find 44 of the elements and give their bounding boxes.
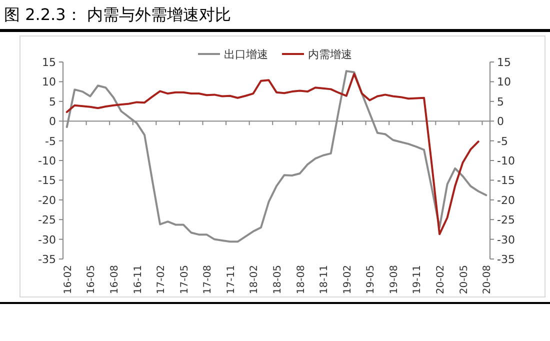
y2-tick-label: 10 — [497, 76, 511, 89]
x-tick-label: 17-05 — [179, 265, 190, 294]
x-tick-label: 18-02 — [249, 265, 260, 294]
legend-label: 内需增速 — [308, 48, 352, 61]
x-tick-label: 18-08 — [296, 265, 307, 294]
y2-tick-label: 15 — [497, 56, 511, 69]
y2-tick-label: -15 — [497, 174, 515, 188]
y-tick-label: 15 — [42, 56, 56, 69]
y-tick-label: -5 — [45, 134, 56, 148]
y2-tick-label: 0 — [497, 115, 504, 128]
x-tick-label: 18-11 — [319, 265, 330, 294]
y-tick-label: -20 — [38, 194, 56, 207]
x-tick-label: 19-08 — [388, 265, 400, 294]
x-tick-label: 19-05 — [366, 265, 377, 294]
x-tick-label: 20-05 — [458, 265, 470, 294]
y-tick-label: 10 — [42, 76, 56, 89]
y2-tick-label: -35 — [497, 253, 515, 266]
x-tick-label: 17-11 — [226, 265, 237, 294]
x-tick-label: 16-02 — [62, 265, 74, 294]
y2-tick-label: 5 — [497, 95, 504, 108]
x-tick-label: 16-11 — [132, 265, 144, 294]
y-tick-label: -10 — [38, 154, 56, 168]
x-tick-label: 18-05 — [272, 265, 284, 294]
x-tick-label: 19-02 — [342, 265, 354, 294]
x-tick-label: 20-08 — [482, 265, 494, 294]
y2-tick-label: -10 — [497, 154, 515, 168]
x-tick-label: 16-05 — [86, 265, 98, 294]
y2-tick-label: -20 — [497, 194, 515, 207]
y-tick-label: 5 — [49, 95, 56, 108]
x-tick-label: 17-02 — [156, 265, 168, 294]
y-tick-label: -15 — [38, 174, 56, 188]
x-tick-label: 16-08 — [109, 265, 120, 294]
chart-title: 图 2.2.3： 内需与外需增速对比 — [4, 5, 231, 24]
x-tick-label: 17-08 — [202, 265, 214, 294]
x-tick-label: 20-02 — [436, 265, 447, 294]
legend-label: 出口增速 — [224, 48, 268, 61]
y-tick-label: -35 — [38, 253, 56, 266]
x-tick-label: 19-11 — [412, 265, 424, 294]
y-tick-label: -30 — [38, 233, 56, 246]
y2-tick-label: -25 — [497, 214, 515, 227]
y-tick-label: 0 — [49, 115, 56, 128]
y-tick-label: -25 — [38, 214, 56, 227]
y2-tick-label: -30 — [497, 233, 515, 246]
y2-tick-label: -5 — [497, 134, 508, 148]
